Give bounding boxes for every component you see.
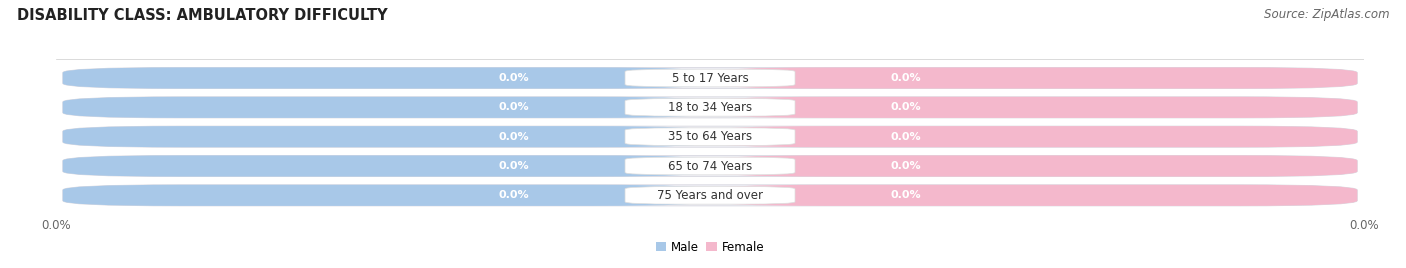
Text: 0.0%: 0.0% [891,102,921,112]
FancyBboxPatch shape [63,126,1357,147]
Text: 65 to 74 Years: 65 to 74 Years [668,159,752,173]
FancyBboxPatch shape [710,155,1357,177]
Text: 0.0%: 0.0% [891,132,921,142]
FancyBboxPatch shape [409,99,619,116]
Text: Source: ZipAtlas.com: Source: ZipAtlas.com [1264,8,1389,21]
Text: 0.0%: 0.0% [499,102,529,112]
FancyBboxPatch shape [63,68,710,89]
Text: 0.0%: 0.0% [891,190,921,200]
FancyBboxPatch shape [626,99,794,116]
FancyBboxPatch shape [626,128,794,146]
Text: 0.0%: 0.0% [499,190,529,200]
Text: 0.0%: 0.0% [499,73,529,83]
FancyBboxPatch shape [409,187,619,204]
FancyBboxPatch shape [801,69,1011,87]
FancyBboxPatch shape [63,155,710,177]
FancyBboxPatch shape [710,68,1357,89]
FancyBboxPatch shape [409,157,619,175]
FancyBboxPatch shape [626,157,794,175]
FancyBboxPatch shape [63,97,1357,118]
FancyBboxPatch shape [409,128,619,146]
Text: 18 to 34 Years: 18 to 34 Years [668,101,752,114]
Text: 0.0%: 0.0% [891,73,921,83]
FancyBboxPatch shape [63,185,710,206]
Text: 75 Years and over: 75 Years and over [657,189,763,202]
FancyBboxPatch shape [801,157,1011,175]
FancyBboxPatch shape [801,99,1011,116]
FancyBboxPatch shape [63,155,1357,177]
FancyBboxPatch shape [63,68,1357,89]
FancyBboxPatch shape [63,97,710,118]
FancyBboxPatch shape [626,69,794,87]
FancyBboxPatch shape [801,187,1011,204]
FancyBboxPatch shape [801,128,1011,146]
FancyBboxPatch shape [409,69,619,87]
Text: 0.0%: 0.0% [499,132,529,142]
Text: 0.0%: 0.0% [891,161,921,171]
FancyBboxPatch shape [63,126,710,147]
FancyBboxPatch shape [710,126,1357,147]
Text: 0.0%: 0.0% [499,161,529,171]
Legend: Male, Female: Male, Female [651,236,769,258]
FancyBboxPatch shape [710,97,1357,118]
Text: 35 to 64 Years: 35 to 64 Years [668,130,752,143]
FancyBboxPatch shape [626,187,794,204]
Text: 5 to 17 Years: 5 to 17 Years [672,72,748,84]
FancyBboxPatch shape [63,185,1357,206]
Text: DISABILITY CLASS: AMBULATORY DIFFICULTY: DISABILITY CLASS: AMBULATORY DIFFICULTY [17,8,388,23]
FancyBboxPatch shape [710,185,1357,206]
